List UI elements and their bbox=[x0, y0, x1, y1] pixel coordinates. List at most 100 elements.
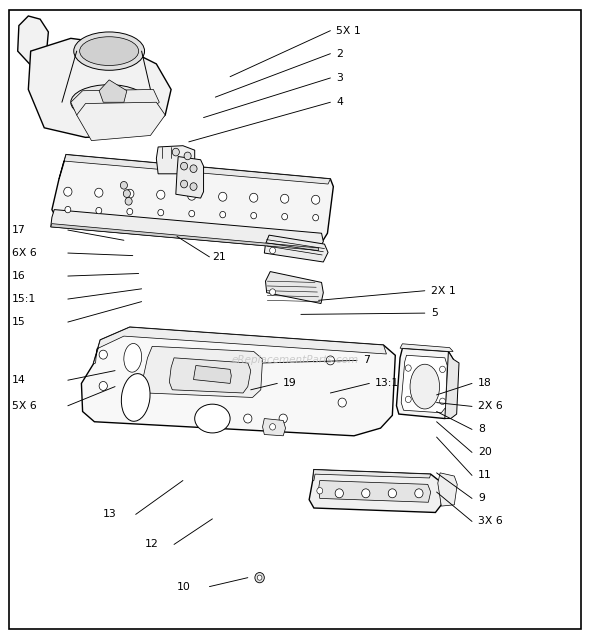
Text: 17: 17 bbox=[12, 225, 25, 235]
Text: 6X 6: 6X 6 bbox=[12, 248, 37, 258]
Circle shape bbox=[282, 213, 288, 220]
Circle shape bbox=[255, 573, 264, 583]
Circle shape bbox=[244, 414, 252, 423]
Ellipse shape bbox=[124, 344, 142, 372]
Circle shape bbox=[64, 187, 72, 196]
Polygon shape bbox=[142, 346, 263, 397]
Circle shape bbox=[125, 197, 132, 205]
Ellipse shape bbox=[80, 37, 139, 66]
Polygon shape bbox=[51, 210, 323, 250]
Ellipse shape bbox=[122, 374, 150, 421]
Text: 5X 6: 5X 6 bbox=[12, 401, 37, 411]
Circle shape bbox=[94, 189, 103, 197]
Polygon shape bbox=[264, 235, 328, 262]
Circle shape bbox=[172, 148, 179, 156]
Text: 10: 10 bbox=[177, 581, 191, 592]
Text: 14: 14 bbox=[12, 375, 25, 385]
Circle shape bbox=[362, 489, 370, 498]
Text: 5: 5 bbox=[431, 308, 438, 318]
Circle shape bbox=[415, 489, 423, 498]
Circle shape bbox=[257, 575, 262, 580]
Circle shape bbox=[181, 162, 188, 170]
Text: 9: 9 bbox=[478, 493, 485, 504]
Text: 8: 8 bbox=[478, 424, 485, 435]
Circle shape bbox=[251, 212, 257, 219]
Polygon shape bbox=[194, 366, 231, 383]
Circle shape bbox=[338, 398, 346, 407]
Circle shape bbox=[405, 396, 411, 403]
Text: 2X 6: 2X 6 bbox=[478, 401, 503, 412]
Circle shape bbox=[281, 194, 289, 203]
Circle shape bbox=[313, 215, 319, 221]
Text: 7: 7 bbox=[363, 355, 370, 366]
Circle shape bbox=[270, 289, 276, 295]
Ellipse shape bbox=[74, 32, 145, 70]
Polygon shape bbox=[401, 355, 447, 413]
Polygon shape bbox=[28, 38, 171, 137]
Polygon shape bbox=[52, 155, 333, 243]
Circle shape bbox=[279, 414, 287, 423]
Polygon shape bbox=[169, 358, 251, 393]
Circle shape bbox=[184, 152, 191, 160]
Text: 19: 19 bbox=[283, 378, 297, 389]
Circle shape bbox=[218, 192, 227, 201]
Circle shape bbox=[250, 193, 258, 202]
Circle shape bbox=[158, 210, 163, 216]
Circle shape bbox=[270, 247, 276, 254]
Polygon shape bbox=[445, 351, 459, 419]
Circle shape bbox=[270, 424, 276, 430]
Polygon shape bbox=[313, 470, 431, 481]
Text: 18: 18 bbox=[478, 378, 491, 389]
Text: eReplacementParts.com: eReplacementParts.com bbox=[231, 355, 359, 366]
Circle shape bbox=[99, 381, 107, 390]
Circle shape bbox=[405, 365, 411, 371]
Circle shape bbox=[126, 189, 134, 198]
Polygon shape bbox=[309, 470, 441, 512]
Polygon shape bbox=[156, 146, 195, 174]
Circle shape bbox=[181, 180, 188, 188]
Circle shape bbox=[335, 489, 343, 498]
Circle shape bbox=[312, 196, 320, 204]
Polygon shape bbox=[176, 157, 204, 198]
Polygon shape bbox=[59, 155, 330, 184]
Text: 2X 1: 2X 1 bbox=[431, 286, 455, 296]
Circle shape bbox=[65, 206, 71, 213]
Circle shape bbox=[157, 190, 165, 199]
Polygon shape bbox=[93, 327, 386, 364]
Polygon shape bbox=[77, 102, 165, 141]
Polygon shape bbox=[99, 80, 127, 102]
Text: 15: 15 bbox=[12, 317, 25, 327]
Text: 5X 1: 5X 1 bbox=[336, 26, 361, 36]
Circle shape bbox=[188, 191, 196, 200]
Text: 13:1: 13:1 bbox=[375, 378, 399, 389]
Text: 16: 16 bbox=[12, 271, 25, 281]
Polygon shape bbox=[400, 344, 453, 351]
Polygon shape bbox=[438, 473, 457, 506]
Polygon shape bbox=[71, 89, 159, 115]
Text: 15:1: 15:1 bbox=[12, 294, 36, 304]
Text: 3: 3 bbox=[336, 73, 343, 83]
Circle shape bbox=[189, 210, 195, 217]
Ellipse shape bbox=[195, 404, 230, 433]
Ellipse shape bbox=[410, 364, 440, 409]
Polygon shape bbox=[18, 16, 48, 67]
Circle shape bbox=[440, 398, 445, 404]
Text: 20: 20 bbox=[478, 447, 492, 458]
Circle shape bbox=[190, 183, 197, 190]
Text: 3X 6: 3X 6 bbox=[478, 516, 503, 527]
Text: 13: 13 bbox=[103, 509, 117, 520]
Polygon shape bbox=[266, 272, 323, 304]
Circle shape bbox=[190, 165, 197, 173]
Circle shape bbox=[326, 356, 335, 365]
Circle shape bbox=[127, 208, 133, 215]
Text: 12: 12 bbox=[145, 539, 158, 550]
Circle shape bbox=[120, 181, 127, 189]
Polygon shape bbox=[263, 419, 286, 436]
Circle shape bbox=[388, 489, 396, 498]
Circle shape bbox=[123, 190, 130, 197]
Text: 2: 2 bbox=[336, 49, 343, 59]
Text: 11: 11 bbox=[478, 470, 491, 481]
Polygon shape bbox=[81, 327, 395, 436]
Ellipse shape bbox=[71, 85, 148, 120]
Polygon shape bbox=[51, 224, 319, 250]
